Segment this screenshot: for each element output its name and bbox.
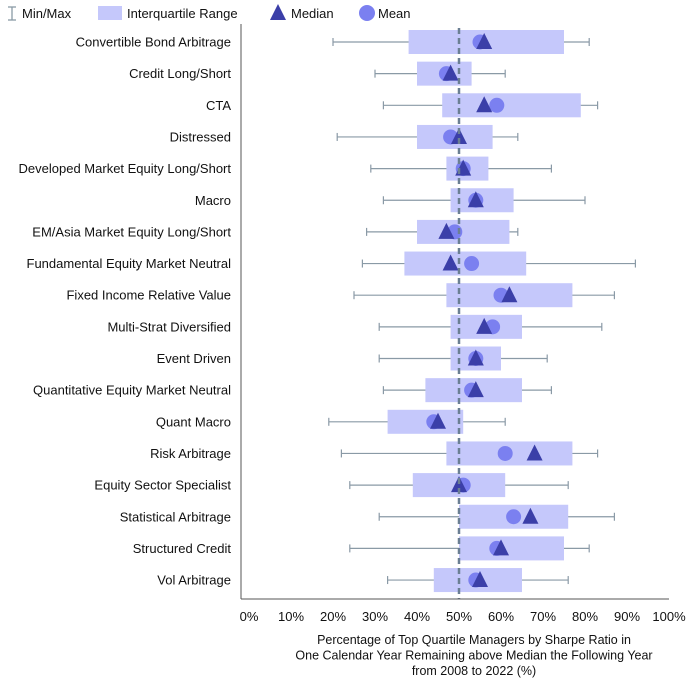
legend-label-minmax: Min/Max: [22, 6, 72, 21]
median-marker: [451, 476, 467, 493]
category-row: Structured Credit: [133, 536, 590, 561]
x-tick-label: 20%: [320, 609, 346, 624]
category-row: Convertible Bond Arbitrage: [76, 30, 590, 54]
iqr-box: [442, 93, 581, 118]
median-marker: [476, 33, 493, 49]
median-marker: [522, 507, 539, 524]
x-tick-label: 60%: [488, 609, 514, 624]
category-row: Quantitative Equity Market Neutral: [33, 378, 553, 403]
median-marker: [501, 286, 518, 303]
category-label: CTA: [206, 98, 231, 113]
legend-item-minmax: Min/Max: [8, 6, 72, 21]
median-marker: [430, 412, 446, 429]
x-axis-title-line: from 2008 to 2022 (%): [412, 664, 536, 678]
category-row: CTA: [206, 93, 599, 118]
x-tick-label: 70%: [530, 609, 556, 624]
median-marker: [476, 317, 493, 334]
median-marker: [467, 349, 484, 366]
x-tick-label: 0%: [240, 609, 259, 624]
category-label: Event Driven: [157, 351, 231, 366]
category-row: Fixed Income Relative Value: [66, 283, 616, 308]
category-label: Vol Arbitrage: [157, 573, 231, 588]
mean-legend-circle-icon: [359, 5, 375, 21]
median-marker: [467, 191, 484, 208]
median-marker: [467, 381, 484, 398]
category-row: Statistical Arbitrage: [120, 504, 616, 529]
category-label: Multi-Strat Diversified: [107, 319, 231, 334]
x-tick-label: 50%: [446, 609, 472, 624]
category-label: Developed Market Equity Long/Short: [19, 161, 232, 176]
category-row: Multi-Strat Diversified: [107, 314, 603, 339]
category-label: Fundamental Equity Market Neutral: [27, 256, 232, 271]
category-row: Credit Long/Short: [129, 61, 506, 86]
category-label: Convertible Bond Arbitrage: [76, 35, 231, 50]
x-tick-label: 80%: [572, 609, 598, 624]
category-label: Structured Credit: [133, 541, 232, 556]
legend-item-mean: Mean: [359, 5, 411, 21]
category-row: Quant Macro: [156, 409, 506, 434]
category-label: Risk Arbitrage: [150, 446, 231, 461]
mean-marker: [464, 256, 480, 272]
category-label: Macro: [195, 193, 231, 208]
legend-label-mean: Mean: [378, 6, 411, 21]
category-row: Event Driven: [157, 346, 548, 371]
legend-label-iqr: Interquartile Range: [127, 6, 238, 21]
mean-marker: [497, 445, 513, 461]
category-label: EM/Asia Market Equity Long/Short: [32, 224, 231, 239]
median-marker: [493, 539, 509, 556]
median-legend-triangle-icon: [270, 4, 286, 20]
category-row: Risk Arbitrage: [150, 441, 599, 466]
x-axis-title-line: Percentage of Top Quartile Managers by S…: [317, 633, 631, 647]
mean-marker: [506, 509, 522, 525]
legend-label-median: Median: [291, 6, 334, 21]
median-marker: [526, 444, 543, 461]
x-tick-label: 30%: [362, 609, 388, 624]
minmax-legend-icon: [8, 6, 16, 21]
category-row: Vol Arbitrage: [157, 568, 569, 593]
category-row: Fundamental Equity Market Neutral: [27, 251, 637, 276]
median-marker: [451, 127, 467, 144]
category-label: Quantitative Equity Market Neutral: [33, 383, 231, 398]
median-marker: [476, 96, 493, 113]
plot-area: Convertible Bond Arbitrage Credit Long/Sh…: [19, 30, 637, 593]
x-tick-label: 40%: [404, 609, 430, 624]
median-marker: [472, 571, 488, 588]
category-label: Distressed: [170, 129, 231, 144]
category-label: Quant Macro: [156, 414, 231, 429]
x-tick-label: 10%: [278, 609, 304, 624]
x-axis-title: Percentage of Top Quartile Managers by S…: [295, 633, 652, 678]
x-tick-label: 90%: [614, 609, 640, 624]
median-marker: [438, 222, 455, 239]
median-marker: [442, 254, 459, 271]
x-axis: 0% 10% 20% 30% 40% 50% 60% 70% 80% 90% 100%: [240, 24, 686, 624]
legend: Min/Max Interquartile Range Median Mean: [8, 4, 411, 21]
legend-item-median: Median: [270, 4, 334, 21]
iqr-box: [387, 409, 464, 434]
iqr-box: [417, 219, 510, 244]
x-axis-title-line: One Calendar Year Remaining above Median…: [295, 649, 652, 663]
median-marker: [442, 64, 459, 81]
category-label: Statistical Arbitrage: [120, 509, 231, 524]
category-row: EM/Asia Market Equity Long/Short: [32, 219, 519, 244]
mean-marker: [489, 97, 505, 113]
category-label: Fixed Income Relative Value: [66, 288, 231, 303]
category-label: Equity Sector Specialist: [94, 478, 231, 493]
category-label: Credit Long/Short: [129, 66, 231, 81]
iqr-legend-swatch: [98, 6, 122, 20]
category-row: Distressed: [170, 124, 519, 149]
category-row: Macro: [195, 188, 586, 213]
category-row: Developed Market Equity Long/Short: [19, 156, 553, 181]
iqr-box: [459, 536, 564, 561]
legend-item-iqr: Interquartile Range: [98, 6, 238, 21]
category-row: Equity Sector Specialist: [94, 473, 569, 498]
x-tick-label: 100%: [652, 609, 686, 624]
